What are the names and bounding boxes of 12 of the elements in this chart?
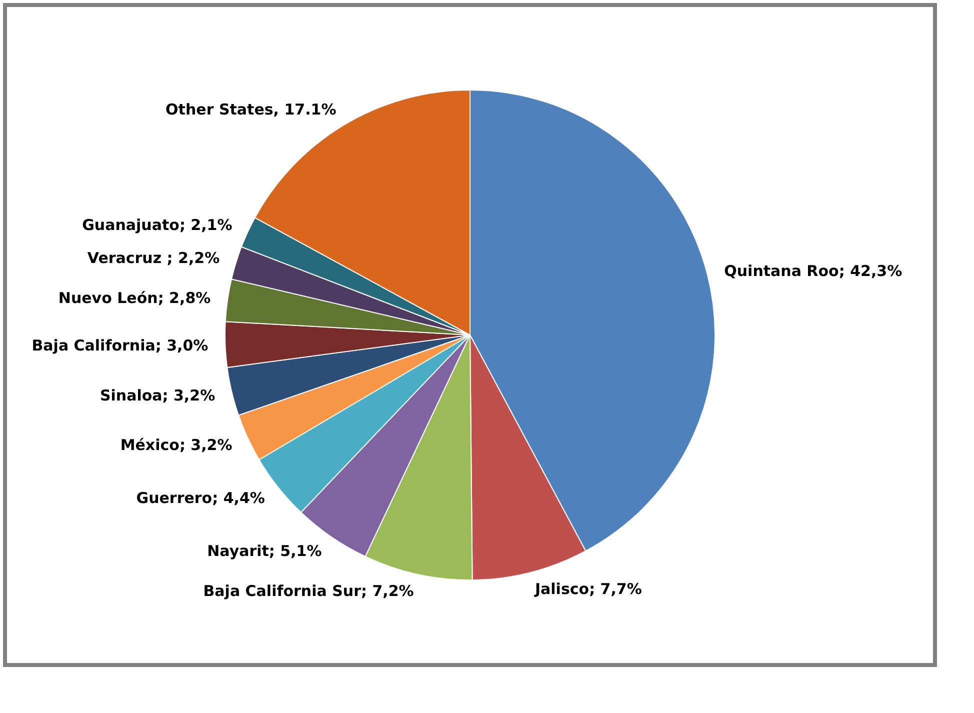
slice-label: Quintana Roo; 42,3% [724, 262, 902, 280]
slice-label: Guerrero; 4,4% [136, 489, 265, 508]
slice-label: Baja California; 3,0% [32, 336, 208, 354]
slice-label: Nuevo León; 2,8% [58, 288, 211, 307]
slice-label: México; 3,2% [120, 436, 232, 454]
slice-label: Baja California Sur; 7,2% [203, 582, 414, 600]
slice-label: Sinaloa; 3,2% [100, 386, 216, 405]
slice-label: Other States, 17.1% [166, 100, 336, 119]
slice-label: Guanajuato; 2,1% [82, 216, 232, 234]
slice-label: Veracruz ; 2,2% [87, 248, 220, 267]
slice-label: Jalisco; 7,7% [534, 580, 642, 598]
slice-label: Nayarit; 5,1% [207, 542, 322, 560]
